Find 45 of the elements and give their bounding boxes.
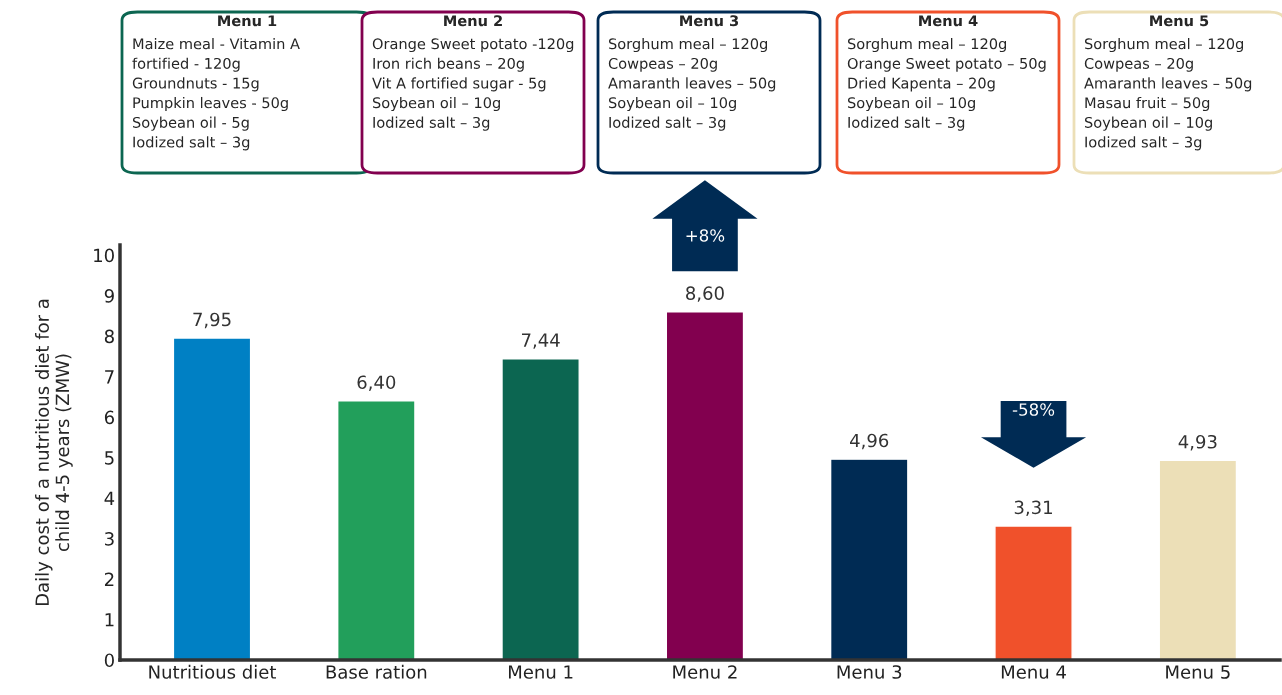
bar [994,525,1073,660]
x-tick-label: Base ration [326,664,427,679]
bar [829,458,909,660]
y-tick-label: 5 [105,451,114,465]
text: Sorghum meal – 120g Orange Sweet potato – 50g Dried Kapenta – 20g Soybean oil – 10g Iodized salt – 3g [847,38,1046,131]
data-label: 7,95 [193,312,231,329]
text: Menu 2 [444,15,502,27]
y-tick-label: 0 [104,653,114,668]
text: Sorghum meal – 120g Cowpeas – 20g Amaranth leaves – 50g Masau fruit – 50g Soybean oil – 10g Iodized salt – 3g [1084,38,1252,151]
data-label: 3,31 [1014,500,1052,516]
y-tick-label: 6 [104,410,114,425]
y-tick-label: 2 [104,572,114,586]
data-label: 4,96 [850,433,889,450]
y-tick-label: 7 [105,370,114,384]
y-axis-title: Daily cost of a nutritious diet for a child 4-5 years (ZMW) [35,299,73,606]
bar [501,358,580,660]
text: Menu 3 [680,15,739,27]
x-tick-label: Menu 4 [1001,665,1066,679]
bar [172,337,252,660]
y-tick-label: 9 [104,289,114,303]
y-tick-label: 8 [104,329,114,344]
y-tick-label: 3 [105,532,114,546]
text: Menu 4 [919,15,978,27]
data-label: 7,44 [522,333,560,349]
text: Menu 1 [218,15,277,27]
y-tick-label: 1 [105,613,114,627]
bar [665,311,745,660]
y-tick-label: 10 [94,248,114,263]
annotation: -58% [1012,403,1055,416]
x-tick-label: Menu 1 [508,665,573,679]
text: Sorghum meal – 120g Cowpeas – 20g Amaranth leaves – 50g Soybean oil – 10g Iodized salt – 3g [608,38,776,131]
text: Menu 5 [1150,15,1209,27]
bar [1158,459,1238,660]
text: Maize meal - Vitamin A fortified - 120g Groundnuts - 15g Pumpkin leaves - 50g Soybean oil - 5g Iodized salt – 3g [132,38,300,151]
data-label: 4,93 [1178,434,1217,451]
text: Orange Sweet potato -120g Iron rich beans – 20g Vit A fortified sugar - 5g Soybean oil – 10g Iodized salt – 3g [372,38,574,131]
data-label: 6,40 [357,375,396,391]
x-tick-label: Menu 3 [837,665,902,679]
x-tick-label: Menu 5 [1166,665,1230,679]
bar [337,400,416,660]
data-label: 8,60 [686,286,724,302]
x-tick-label: Nutritious diet [149,664,277,679]
x-tick-label: Menu 2 [673,665,737,679]
text: +8% [686,229,725,242]
y-tick-label: 4 [104,491,115,505]
